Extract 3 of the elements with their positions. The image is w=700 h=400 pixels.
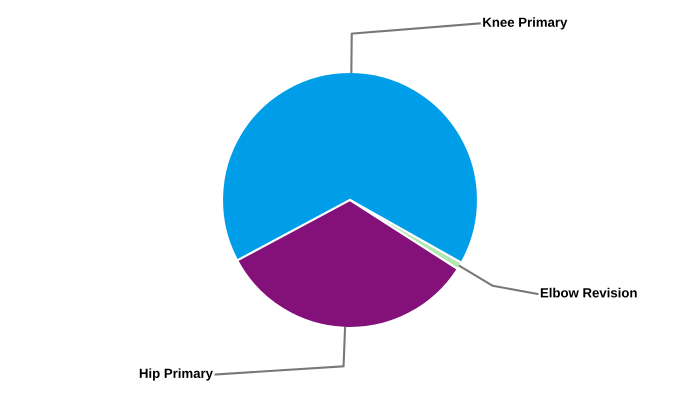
slice-label: Hip Primary [140, 368, 213, 381]
slice-label: Knee Primary [483, 17, 568, 30]
slice-label: Elbow Revision [540, 288, 637, 298]
